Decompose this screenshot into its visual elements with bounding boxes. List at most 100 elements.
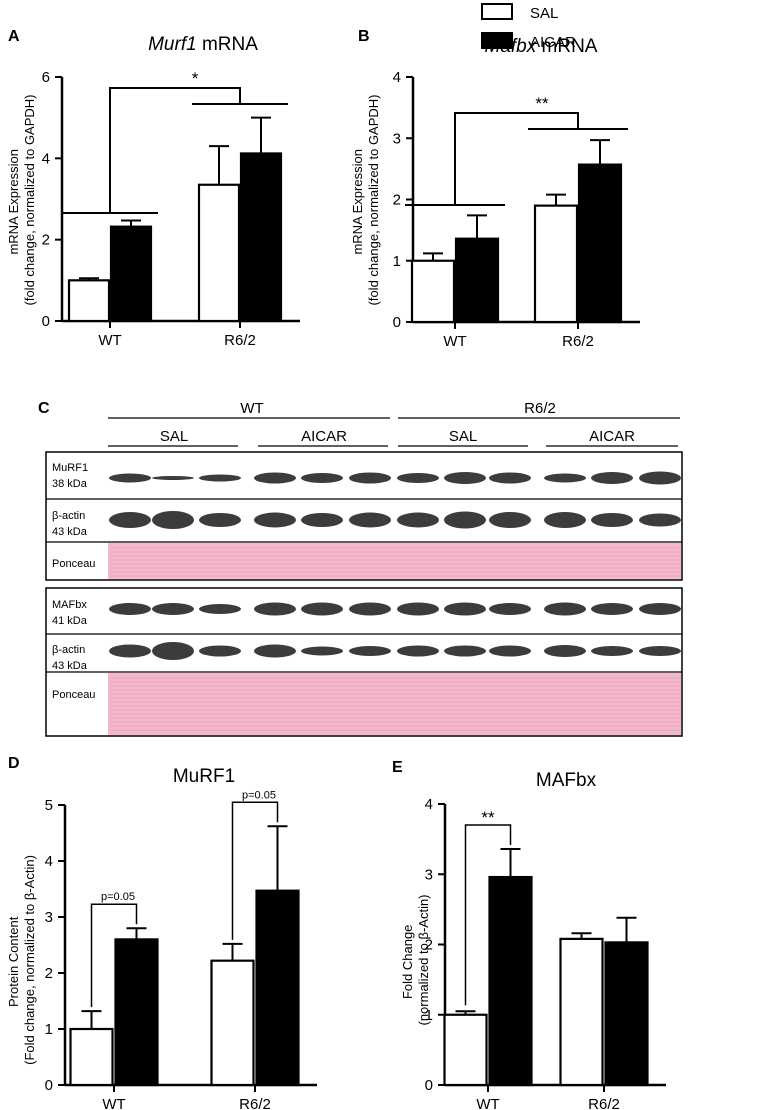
title-rest: MAFbx <box>536 770 597 791</box>
ponceau-stain-strip <box>108 673 681 735</box>
y-tick-label: 4 <box>45 853 53 870</box>
blot-band <box>544 473 586 483</box>
y-axis-label: Protein Content (Fold change, normalized… <box>6 855 37 1065</box>
significance-bracket <box>454 112 579 205</box>
blot-band <box>349 646 391 656</box>
panel-letter-a: A <box>8 28 20 45</box>
blot-band <box>199 645 241 657</box>
significance-bracket <box>231 801 279 940</box>
blot-row-label: Ponceau <box>52 558 95 570</box>
significance-label: * <box>192 69 199 88</box>
blot-band <box>489 512 531 528</box>
title-italic: Mafbx <box>485 36 538 57</box>
chart-title: Murf1 mRNA <box>148 34 258 55</box>
subgroup-label: AICAR <box>301 428 347 445</box>
y-tick-label: 2 <box>425 937 433 954</box>
y-tick-label: 2 <box>42 232 50 249</box>
blot-band <box>109 473 151 483</box>
bar-aicar <box>239 152 283 323</box>
bar-aicar <box>114 938 159 1087</box>
group-label-r62: R6/2 <box>524 400 556 417</box>
significance-bracket <box>464 824 512 1006</box>
significance-label: ** <box>535 94 549 113</box>
panel-letter-e: E <box>392 759 403 776</box>
blot-band <box>301 513 343 527</box>
blot-band <box>591 603 633 615</box>
x-tick-label: WT <box>443 333 466 350</box>
blot-band <box>444 602 486 616</box>
chart-title: MuRF1 <box>173 766 235 787</box>
blot-band <box>544 645 586 657</box>
y-tick-label: 6 <box>42 69 50 86</box>
blot-band <box>199 474 241 482</box>
blot-band <box>489 603 531 615</box>
x-tick-label: R6/2 <box>588 1096 620 1110</box>
blot-band <box>544 602 586 616</box>
y-tick-label: 1 <box>393 253 401 270</box>
blot-band <box>254 644 296 658</box>
subgroup-label: AICAR <box>589 428 635 445</box>
blot-row-label: 43 kDa <box>52 660 88 672</box>
blot-row-kda: 38 kDa <box>52 478 88 490</box>
bar-aicar <box>109 225 153 323</box>
legend: SAL AICAR <box>481 3 576 51</box>
panel-letter-d: D <box>8 755 20 772</box>
blot-band <box>152 476 194 480</box>
blot-band <box>199 513 241 527</box>
y-tick-label: 3 <box>425 866 433 883</box>
blot-1-frame <box>45 451 683 581</box>
blot-band <box>397 473 439 483</box>
significance-bracket <box>90 903 138 1008</box>
y-tick-label: 1 <box>425 1007 433 1024</box>
panel-letter-c: C <box>38 400 50 417</box>
blot-band <box>152 603 194 615</box>
bar-sal <box>533 204 579 324</box>
y-tick-label: 0 <box>42 313 50 330</box>
blot-band <box>591 646 633 656</box>
y-tick-label: 2 <box>393 192 401 209</box>
chart-title: MAFbx <box>536 770 597 791</box>
y-tick-label: 0 <box>45 1077 53 1094</box>
legend-swatch-aicar <box>481 32 513 49</box>
bar-sal <box>210 959 255 1087</box>
blot-band <box>639 471 681 485</box>
bar-sal <box>69 1027 114 1087</box>
y-axis-label-line2: (fold change, normalized to GAPDH) <box>366 95 381 306</box>
chart-panel-a: Murf1 mRNA mRNA Expression (fold change,… <box>6 34 300 349</box>
y-axis-label: Fold Change (normalized to β-Actin) <box>400 894 431 1025</box>
y-tick-label: 4 <box>42 150 50 167</box>
blot-row-kda: 41 kDa <box>52 615 88 627</box>
title-rest: mRNA <box>536 36 598 57</box>
bar-aicar <box>454 237 500 324</box>
bar-aicar <box>604 941 649 1087</box>
y-axis-label: mRNA Expression (fold change, normalized… <box>6 95 37 306</box>
x-tick-label: R6/2 <box>562 333 594 350</box>
blot-band <box>591 472 633 484</box>
x-tick-label: R6/2 <box>224 332 256 349</box>
blot-band <box>254 472 296 484</box>
blot-band <box>349 602 391 616</box>
blot-band <box>301 473 343 483</box>
blot-band <box>152 642 194 660</box>
blot-band <box>254 602 296 616</box>
blot-band <box>544 512 586 528</box>
title-rest: mRNA <box>197 34 259 55</box>
blot-band <box>109 512 151 528</box>
blot-band <box>152 511 194 529</box>
legend-label-aicar: AICAR <box>530 34 576 51</box>
y-axis-label-line1: Fold Change <box>400 925 415 999</box>
panel-letter-b: B <box>358 28 370 45</box>
bar-aicar <box>488 875 533 1087</box>
blot-band <box>639 513 681 527</box>
x-tick-label: WT <box>102 1096 125 1110</box>
blot-2-frame <box>45 587 683 737</box>
blot-band <box>301 602 343 616</box>
bar-sal <box>559 937 604 1087</box>
significance-bracket <box>109 87 241 213</box>
y-axis-label-line1: mRNA Expression <box>6 149 21 254</box>
title-italic: Murf1 <box>148 34 197 55</box>
subgroup-label: SAL <box>160 428 188 445</box>
blot-band <box>301 646 343 656</box>
bar-aicar <box>577 163 623 324</box>
bar-sal <box>197 183 241 323</box>
